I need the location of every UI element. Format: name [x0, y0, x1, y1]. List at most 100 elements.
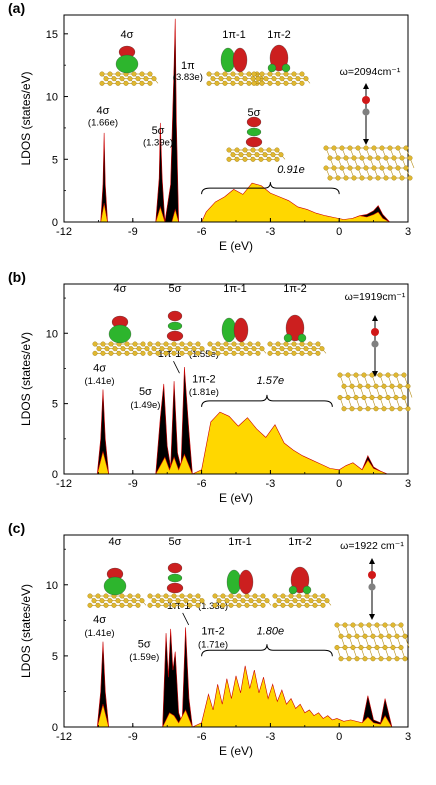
surface-atom	[275, 71, 281, 77]
surface-atom	[123, 80, 129, 86]
orbital-lobe-red	[290, 566, 310, 594]
surface-atom	[405, 383, 411, 389]
surface-atom	[383, 175, 389, 181]
surface-atom	[147, 71, 153, 77]
x-tick-label: -6	[197, 478, 207, 490]
surface-atom	[397, 406, 403, 412]
surface-atom	[247, 341, 253, 347]
surface-atom	[260, 593, 266, 599]
surface-atom	[399, 155, 405, 161]
surface-atom	[259, 71, 265, 77]
surface-atom	[272, 593, 278, 599]
surface-atom	[327, 155, 333, 161]
surface-atom	[103, 602, 109, 608]
surface-atom	[155, 341, 161, 347]
surface-atom	[215, 350, 221, 356]
surface-atom	[291, 71, 297, 77]
surface-atom	[278, 152, 284, 158]
surface-atom	[92, 341, 98, 347]
surface-atom	[395, 165, 401, 171]
surface-atom	[120, 346, 126, 352]
peak-annotation: (1.39e)	[143, 137, 173, 148]
orbital-lobe-red	[232, 47, 248, 73]
surface-atom	[239, 350, 245, 356]
surface-atom	[393, 372, 399, 378]
surface-atom	[107, 598, 113, 604]
orbital-label: 1π-1	[228, 536, 252, 548]
surface-atom	[155, 350, 161, 356]
surface-atom	[283, 341, 289, 347]
surface-atom	[95, 593, 101, 599]
surface-atom	[331, 165, 337, 171]
surface-atom	[341, 406, 347, 412]
peak-annotation: 5σ	[138, 638, 151, 650]
orbital-lobe-green	[103, 576, 127, 596]
arrow-head-icon	[363, 139, 369, 145]
surface-atom	[115, 80, 121, 86]
surface-atom	[371, 165, 377, 171]
orbital-lobe-red	[166, 582, 184, 594]
surface-atom	[381, 406, 387, 412]
surface-atom	[103, 76, 109, 82]
peak-annotation: (1.41e)	[84, 628, 114, 639]
surface-atom	[250, 156, 256, 162]
surface-atom	[276, 598, 282, 604]
brace-mark	[201, 644, 333, 657]
x-tick-label: 3	[405, 731, 411, 743]
y-tick-label: 10	[46, 328, 58, 340]
peak-annotation: 5σ	[152, 125, 165, 137]
surface-atom	[195, 602, 201, 608]
surface-atom	[230, 80, 236, 86]
surface-atom	[247, 350, 253, 356]
surface-atom	[338, 656, 344, 662]
surface-atom	[345, 372, 351, 378]
co-molecule	[371, 315, 379, 377]
surface-atom	[206, 71, 212, 77]
chart-panel: (c) -12 -9 -6 -3 0 3 0 5 10 E (eV) LDOS (states/eV)…	[8, 520, 411, 758]
orbital-surface-slab	[147, 593, 207, 608]
x-tick-label: 3	[405, 226, 411, 238]
surface-atom	[369, 395, 375, 401]
surface-atom	[299, 80, 305, 86]
surface-atom	[292, 598, 298, 604]
surface-atom	[353, 395, 359, 401]
surface-atom	[207, 350, 213, 356]
surface-atom	[163, 593, 169, 599]
orbital-surface-slab	[251, 71, 311, 86]
surface-atom	[246, 71, 252, 77]
surface-atom	[127, 602, 133, 608]
orbital-label: 4σ	[114, 283, 127, 295]
orbital-label: 1π-2	[267, 29, 291, 41]
surface-atom	[191, 598, 197, 604]
surface-atom	[99, 80, 105, 86]
surface-atom	[304, 593, 310, 599]
surface-atom	[252, 593, 258, 599]
surface-atom	[387, 145, 393, 151]
surface-atom	[199, 598, 205, 604]
surface-atom	[304, 602, 310, 608]
surface-atom	[183, 346, 189, 352]
surface-atom	[100, 350, 106, 356]
orbital-lobe-red	[233, 317, 249, 343]
surface-atom	[373, 406, 379, 412]
surface-atom	[355, 145, 361, 151]
orbital-lobe-green	[108, 324, 132, 344]
orbital-lobe-red	[238, 569, 254, 595]
orbital-lobe-red	[166, 330, 184, 342]
surface-atom	[327, 175, 333, 181]
surface-atom	[350, 622, 356, 628]
surface-atom	[171, 602, 177, 608]
peak-annotation: 5σ	[139, 386, 152, 398]
arrow-head-icon	[372, 315, 378, 321]
panel-label: (a)	[8, 0, 25, 16]
surface-atom	[230, 71, 236, 77]
surface-atom	[401, 395, 407, 401]
surface-atom	[349, 406, 355, 412]
surface-atom	[212, 593, 218, 599]
surface-atom	[187, 602, 193, 608]
surface-atom	[119, 593, 125, 599]
surface-atom	[171, 341, 177, 347]
surface-atom	[260, 602, 266, 608]
